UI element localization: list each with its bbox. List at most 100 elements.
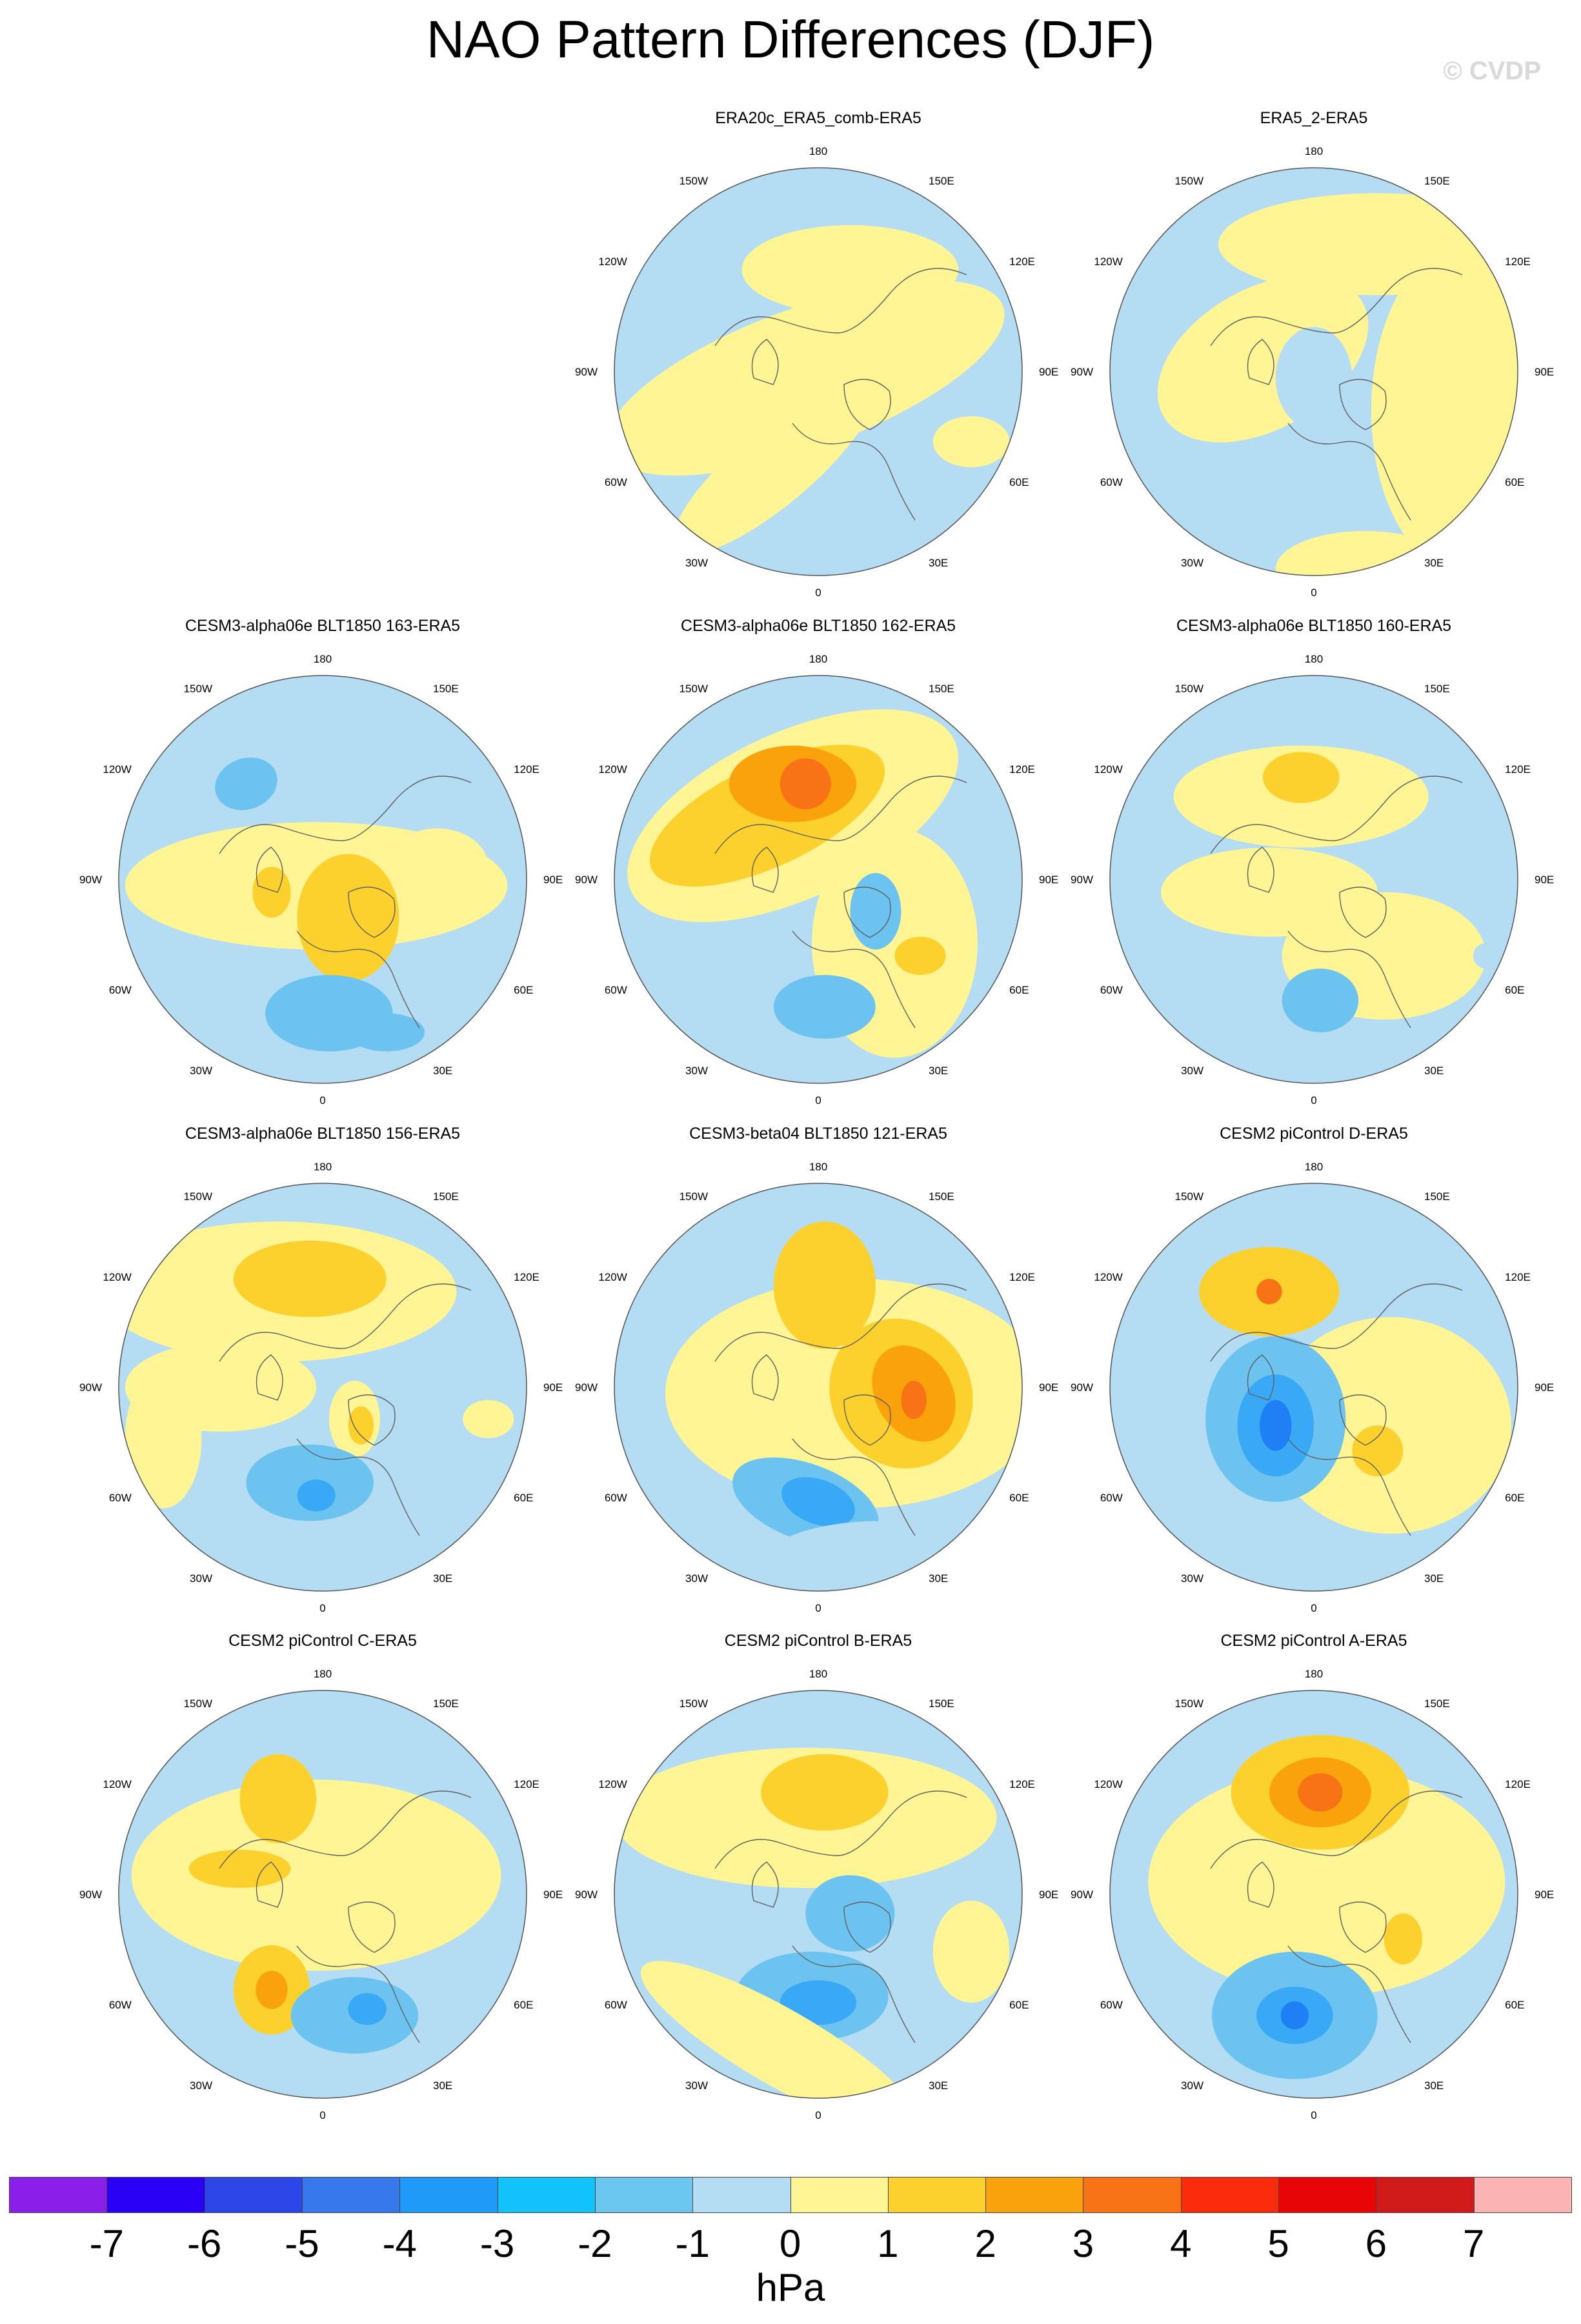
panel-title: CESM3-alpha06e BLT1850 163-ERA5 xyxy=(185,617,461,635)
longitude-label: 0 xyxy=(319,1094,325,1107)
longitude-label: 60W xyxy=(109,984,132,996)
longitude-label: 180 xyxy=(809,1668,827,1680)
longitude-label: 120E xyxy=(1505,255,1531,268)
field-contour xyxy=(805,1875,895,1952)
map-panel: CESM3-alpha06e BLT1850 160-ERA5 180 150E 12… xyxy=(1069,616,1559,1107)
coastline xyxy=(219,1790,472,2043)
map-panel: CESM2 piControl C-ERA5 180 150E 120E 90E 60E 3… xyxy=(77,1631,568,2121)
longitude-label: 60E xyxy=(514,1999,533,2011)
longitude-label: 90W xyxy=(575,1888,598,1901)
field-contour xyxy=(894,936,946,976)
field-contour xyxy=(741,225,959,315)
field-contour xyxy=(781,1477,855,1527)
colorbar-tick-label: 2 xyxy=(974,2222,996,2265)
field-contour xyxy=(1384,1913,1422,1965)
polar-map: 180 150E 120E 90E 60E 30E 0 30W 60W 90W 120W 150W xyxy=(575,1668,1058,2121)
longitude-label: 90W xyxy=(1071,1381,1093,1394)
field-contour xyxy=(348,1406,374,1445)
longitude-label: 120E xyxy=(1505,1271,1531,1283)
colorbar-tick-label: -6 xyxy=(186,2222,222,2265)
field-contour xyxy=(256,1970,288,2009)
longitude-label: 90W xyxy=(79,1888,102,1901)
longitude-label: 30E xyxy=(1424,2079,1444,2092)
polar-map: 180 150E 120E 90E 60E 30E 0 30W 60W 90W 120W 150W xyxy=(1071,145,1554,599)
longitude-label: 0 xyxy=(319,1602,325,1614)
longitude-label: 90W xyxy=(79,874,102,886)
longitude-label: 60E xyxy=(1009,1999,1029,2011)
longitude-label: 30W xyxy=(190,1572,212,1585)
longitude-label: 60E xyxy=(1505,1492,1524,1504)
colorbar-segment xyxy=(985,2177,1084,2213)
coastline xyxy=(1210,1790,1463,2043)
field-contour xyxy=(125,1368,202,1508)
colorbar-units: hPa xyxy=(756,2266,825,2309)
longitude-label: 90E xyxy=(543,1381,563,1394)
map-panel: CESM3-alpha06e BLT1850 163-ERA5 180 150E 12… xyxy=(77,616,568,1107)
longitude-label: 180 xyxy=(1305,1668,1323,1680)
map-panel: CESM2 piControl A-ERA5 180 150E 120E 90E 60E 3… xyxy=(1069,1631,1559,2121)
colorbar-segment xyxy=(594,2177,694,2213)
colorbar-tick-label: 0 xyxy=(779,2222,801,2265)
longitude-label: 90E xyxy=(1535,1381,1554,1394)
longitude-label: 0 xyxy=(1311,586,1316,599)
longitude-label: 60E xyxy=(1505,984,1524,996)
field-contour xyxy=(1282,968,1359,1032)
coastline xyxy=(714,1790,967,2043)
map-boundary xyxy=(1109,1183,1518,1592)
polar-map: 180 150E 120E 90E 60E 30E 0 30W 60W 90W 120W 150W xyxy=(575,653,1058,1107)
colorbar-segment xyxy=(1278,2177,1377,2213)
longitude-label: 0 xyxy=(815,1094,821,1107)
map-panel: CESM3-alpha06e BLT1850 162-ERA5 180 150E 12… xyxy=(573,616,1063,1107)
longitude-label: 30E xyxy=(433,2079,452,2092)
longitude-label: 150E xyxy=(1424,683,1450,695)
longitude-label: 120W xyxy=(598,255,627,268)
colorbar-segment xyxy=(204,2177,303,2213)
map-boundary xyxy=(614,167,1023,576)
field-contour xyxy=(932,416,1010,468)
map-boundary xyxy=(1109,675,1518,1084)
longitude-label: 90E xyxy=(543,874,563,886)
field-contour xyxy=(252,866,291,918)
field-contour xyxy=(386,828,488,905)
longitude-label: 90E xyxy=(1039,1381,1058,1394)
coastline xyxy=(219,1283,472,1536)
coastline xyxy=(714,1283,967,1536)
longitude-label: 30E xyxy=(433,1572,452,1585)
panel-title: CESM2 piControl A-ERA5 xyxy=(1220,1632,1407,1650)
longitude-label: 120W xyxy=(1094,1271,1122,1283)
coastline xyxy=(1210,776,1463,1028)
polar-map: 180 150E 120E 90E 60E 30E 0 30W 60W 90W 120W 150W xyxy=(575,145,1058,599)
longitude-label: 60E xyxy=(514,1492,533,1504)
longitude-label: 120W xyxy=(598,1778,627,1790)
panel-title: CESM3-alpha06e BLT1850 156-ERA5 xyxy=(185,1125,461,1143)
colorbar-segment xyxy=(106,2177,205,2213)
colorbar-segment xyxy=(1180,2177,1280,2213)
longitude-label: 30W xyxy=(1181,2079,1203,2092)
coastline xyxy=(1210,268,1463,521)
longitude-label: 180 xyxy=(809,145,827,157)
longitude-label: 90W xyxy=(79,1381,102,1394)
map-panel: CESM3-alpha06e BLT1850 156-ERA5 180 150E 12… xyxy=(77,1124,568,1614)
polar-map: 180 150E 120E 90E 60E 30E 0 30W 60W 90W 120W 150W xyxy=(79,653,563,1107)
longitude-label: 120E xyxy=(1009,763,1035,776)
colorbar-segment xyxy=(497,2177,596,2213)
panel-title: CESM3-alpha06e BLT1850 162-ERA5 xyxy=(680,617,956,635)
longitude-label: 0 xyxy=(815,586,821,599)
longitude-label: 180 xyxy=(809,1161,827,1173)
field-contour xyxy=(780,758,831,810)
longitude-label: 120E xyxy=(514,1271,539,1283)
field-contour xyxy=(1473,943,1499,969)
field-contour xyxy=(297,1479,336,1512)
map-boundary xyxy=(118,1690,527,2099)
field-contour xyxy=(1275,326,1353,429)
colorbar-tick-label: -3 xyxy=(479,2222,515,2265)
map-panel: CESM3-beta04 BLT1850 121-ERA5 180 150E 120E… xyxy=(573,1124,1063,1614)
colorbar-tick-label: 3 xyxy=(1072,2222,1094,2265)
longitude-label: 120W xyxy=(1094,255,1122,268)
map-boundary xyxy=(1109,1690,1518,2099)
credit-label: © CVDP xyxy=(1443,57,1541,85)
longitude-label: 150W xyxy=(680,1698,708,1710)
longitude-label: 120W xyxy=(598,1271,627,1283)
field-contour xyxy=(1352,1425,1404,1477)
longitude-label: 60W xyxy=(109,1492,132,1504)
